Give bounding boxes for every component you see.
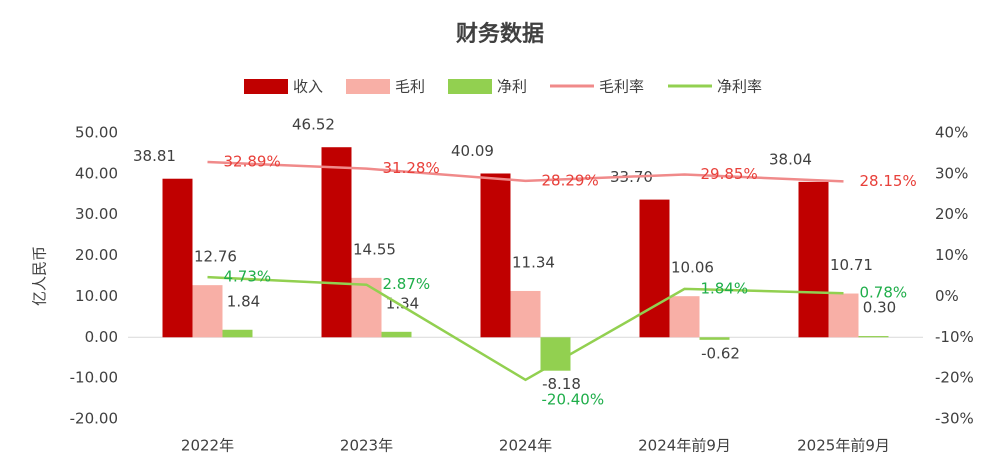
y-tick-label: 30.00 xyxy=(75,205,118,223)
y-tick-label: 10.00 xyxy=(75,287,118,305)
data-label: 11.34 xyxy=(512,253,555,271)
bar xyxy=(858,336,889,338)
legend-swatch xyxy=(448,79,492,94)
y-tick-label: 0.00 xyxy=(85,328,118,346)
bar xyxy=(381,331,412,338)
legend-swatch xyxy=(244,79,288,94)
legend-label: 收入 xyxy=(293,78,323,96)
data-label: 0.30 xyxy=(863,299,896,317)
data-label: 28.15% xyxy=(860,172,917,190)
y-tick-label: -10.00 xyxy=(70,369,118,387)
line xyxy=(207,160,844,183)
bar xyxy=(480,173,511,338)
legend-label: 净利 xyxy=(497,78,527,96)
data-label: 1.84% xyxy=(701,279,749,297)
data-label: 32.89% xyxy=(224,153,281,171)
data-label: 38.81 xyxy=(133,147,176,165)
bar xyxy=(828,293,859,338)
data-label: 14.55 xyxy=(353,240,396,258)
legend-swatch xyxy=(346,79,390,94)
y-tick-label: 20.00 xyxy=(75,246,118,264)
data-label: -0.62 xyxy=(701,344,740,362)
x-tick-label: 2022年 xyxy=(181,437,234,455)
data-label: 0.78% xyxy=(860,284,908,302)
x-tick-label: 2024年 xyxy=(499,437,552,455)
data-label: 10.06 xyxy=(671,259,714,277)
data-label: 46.52 xyxy=(292,116,335,134)
bar xyxy=(510,290,541,338)
bar xyxy=(540,337,571,371)
data-label: 40.09 xyxy=(451,142,494,160)
data-label: -8.18 xyxy=(542,375,581,393)
bar xyxy=(192,285,223,338)
y2-tick-label: 20% xyxy=(935,205,968,223)
legend-label: 净利率 xyxy=(717,78,762,96)
x-tick-label: 2025年前9月 xyxy=(797,437,890,455)
y-axis-label: 亿人民币 xyxy=(31,246,49,306)
x-tick-label: 2024年前9月 xyxy=(638,437,731,455)
data-label: 29.85% xyxy=(701,165,758,183)
data-label: 31.28% xyxy=(383,159,440,177)
x-tick-label: 2023年 xyxy=(340,437,393,455)
bar xyxy=(351,277,382,338)
y-tick-label: -20.00 xyxy=(70,410,118,428)
y-tick-label: 40.00 xyxy=(75,164,118,182)
y2-tick-label: 40% xyxy=(935,124,968,142)
data-label: 4.73% xyxy=(224,268,272,286)
y2-tick-label: 30% xyxy=(935,164,968,182)
y2-tick-label: -30% xyxy=(935,410,974,428)
y2-tick-label: 0% xyxy=(935,287,959,305)
y2-tick-label: -20% xyxy=(935,369,974,387)
y2-tick-label: -10% xyxy=(935,328,974,346)
y-tick-label: 50.00 xyxy=(75,124,118,142)
line xyxy=(207,275,844,382)
data-label: 28.29% xyxy=(542,171,599,189)
data-label: 2.87% xyxy=(383,275,431,293)
bar xyxy=(699,337,730,340)
y2-tick-label: 10% xyxy=(935,246,968,264)
bar xyxy=(639,199,670,338)
data-label: 12.76 xyxy=(194,248,237,266)
data-label: 10.71 xyxy=(830,256,873,274)
legend-label: 毛利率 xyxy=(599,78,644,96)
bar xyxy=(321,147,352,338)
bar xyxy=(669,296,700,338)
data-label: -20.40% xyxy=(542,390,605,408)
bar xyxy=(222,329,253,338)
legend-label: 毛利 xyxy=(395,78,425,96)
data-label: 1.34 xyxy=(386,294,419,312)
chart-title: 财务数据 xyxy=(456,21,544,47)
bar xyxy=(798,181,829,338)
data-label: 1.84 xyxy=(227,292,260,310)
bar xyxy=(162,178,193,338)
data-label: 38.04 xyxy=(769,150,812,168)
